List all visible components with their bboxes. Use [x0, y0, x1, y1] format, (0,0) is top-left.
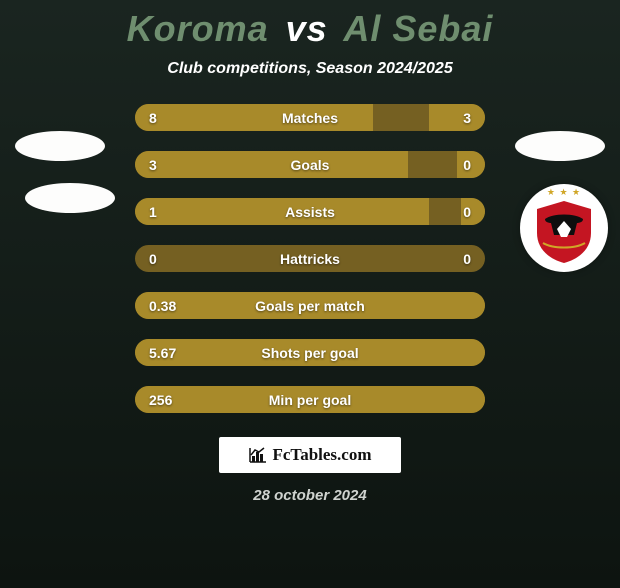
stat-label: Goals per match — [255, 298, 365, 314]
club-left-logo-placeholder — [25, 183, 115, 213]
stat-value-left: 3 — [149, 157, 157, 173]
stat-label: Matches — [282, 110, 338, 126]
stat-row: 0 Hattricks 0 — [135, 245, 485, 272]
stat-row: 1 Assists 0 — [135, 198, 485, 225]
stat-value-left: 256 — [149, 392, 172, 408]
stat-bar-right — [429, 104, 485, 131]
watermark-icon — [248, 446, 268, 464]
title-vs: vs — [286, 8, 328, 49]
stat-bar-left — [135, 151, 408, 178]
player-right-photo-placeholder — [515, 131, 605, 161]
stat-row: 3 Goals 0 — [135, 151, 485, 178]
stat-value-right: 0 — [463, 204, 471, 220]
stat-value-left: 0.38 — [149, 298, 176, 314]
page-title: Koroma vs Al Sebai — [0, 8, 620, 50]
stat-value-right: 0 — [463, 251, 471, 267]
stat-label: Shots per goal — [261, 345, 358, 361]
club-shield-icon — [533, 199, 595, 265]
stat-label: Min per goal — [269, 392, 351, 408]
stat-bar-left — [135, 198, 429, 225]
club-right-logo: ★ ★ ★ — [520, 184, 608, 272]
watermark-text: FcTables.com — [272, 445, 371, 465]
subtitle: Club competitions, Season 2024/2025 — [0, 60, 620, 78]
stat-row: 8 Matches 3 — [135, 104, 485, 131]
title-right: Al Sebai — [343, 8, 493, 49]
stat-value-left: 1 — [149, 204, 157, 220]
watermark: FcTables.com — [219, 437, 401, 473]
stat-value-left: 5.67 — [149, 345, 176, 361]
stat-value-right: 0 — [463, 157, 471, 173]
stat-row: 256 Min per goal — [135, 386, 485, 413]
player-left-photo-placeholder — [15, 131, 105, 161]
title-left: Koroma — [127, 8, 269, 49]
stat-label: Hattricks — [280, 251, 340, 267]
stat-row: 0.38 Goals per match — [135, 292, 485, 319]
stat-value-left: 8 — [149, 110, 157, 126]
stat-value-right: 3 — [463, 110, 471, 126]
stat-row: 5.67 Shots per goal — [135, 339, 485, 366]
stat-label: Assists — [285, 204, 335, 220]
stat-value-left: 0 — [149, 251, 157, 267]
footer-date: 28 october 2024 — [0, 487, 620, 504]
stat-label: Goals — [291, 157, 330, 173]
club-stars-icon: ★ ★ ★ — [547, 187, 581, 198]
